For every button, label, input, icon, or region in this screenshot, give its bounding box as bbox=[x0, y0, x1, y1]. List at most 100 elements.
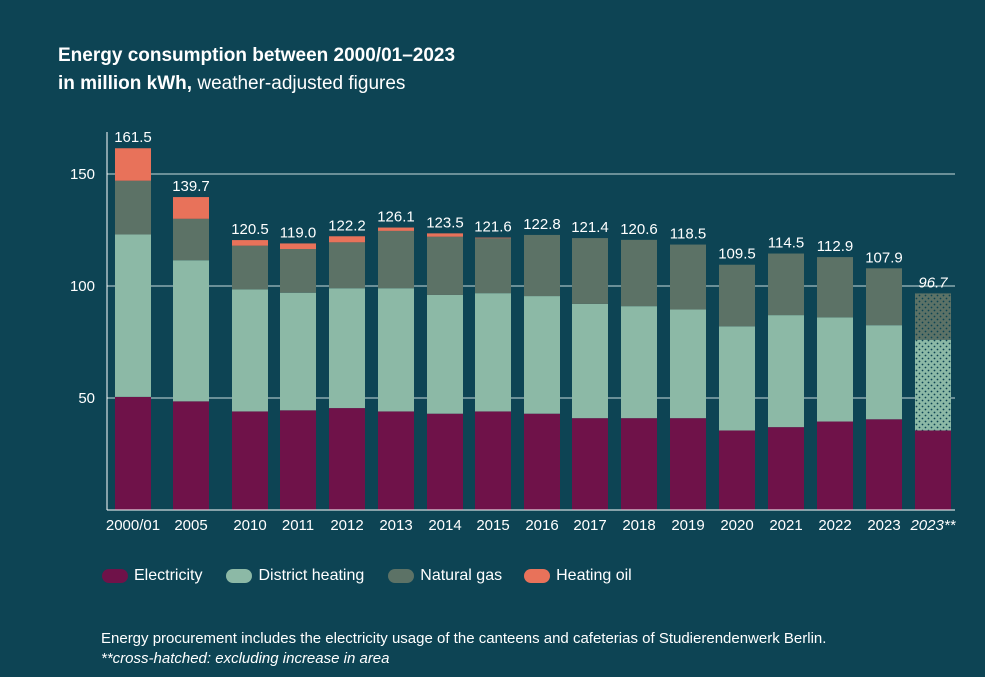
bar-heating-oil-2012 bbox=[329, 236, 365, 243]
total-label: 122.2 bbox=[328, 217, 366, 234]
bar-heating-oil-2014 bbox=[427, 233, 463, 237]
stacked-bar-chart: 161.5 139.7 120.5 119.0 122.2 126.1 123.5 121.6… bbox=[70, 129, 957, 534]
bar-district-heating-2000-01 bbox=[115, 234, 151, 397]
y-tick-label: 150 bbox=[70, 166, 95, 183]
legend-label-natural-gas: Natural gas bbox=[420, 567, 503, 584]
bar-electricity-2000-01 bbox=[115, 396, 151, 510]
bar-district-heating-2012 bbox=[329, 288, 365, 409]
bar-electricity-2023 bbox=[866, 419, 902, 510]
legend-item-district-heating: District heating bbox=[226, 567, 364, 585]
bar-electricity-2010 bbox=[232, 411, 268, 510]
bar-district-heating-2021 bbox=[768, 315, 804, 428]
x-tick-label: 2013 bbox=[379, 517, 412, 534]
bar-district-heating-2016 bbox=[524, 296, 560, 414]
total-label: 161.5 bbox=[114, 129, 152, 146]
legend-item-electricity: Electricity bbox=[102, 567, 202, 585]
x-tick-label: 2017 bbox=[573, 517, 606, 534]
footnote: Energy procurement includes the electric… bbox=[101, 629, 826, 669]
bar-electricity-2015 bbox=[475, 411, 511, 510]
bar-district-heating-2023 bbox=[915, 339, 951, 431]
bar-heating-oil-2000-01 bbox=[115, 148, 151, 181]
data-labels: 161.5 139.7 120.5 119.0 122.2 126.1 123.5 121.6… bbox=[114, 129, 948, 291]
chart-title: Energy consumption between 2000/01–2023 … bbox=[58, 42, 455, 98]
x-tick-label: 2005 bbox=[174, 517, 207, 534]
total-label: 120.5 bbox=[231, 221, 269, 238]
x-tick-label: 2014 bbox=[428, 517, 461, 534]
bar-natural-gas-2014 bbox=[427, 236, 463, 295]
y-tick-label: 100 bbox=[70, 278, 95, 295]
bar-district-heating-2005 bbox=[173, 260, 209, 402]
bar-electricity-2017 bbox=[572, 418, 608, 510]
bar-electricity-2011 bbox=[280, 410, 316, 510]
bar-electricity-2020 bbox=[719, 430, 755, 510]
total-label: 121.4 bbox=[571, 219, 609, 236]
total-label: 109.5 bbox=[718, 246, 756, 263]
x-tick-label: 2011 bbox=[282, 517, 314, 534]
bar-natural-gas-2013 bbox=[378, 230, 414, 289]
bar-natural-gas-2021 bbox=[768, 253, 804, 316]
x-tick-label: 2012 bbox=[330, 517, 363, 534]
bars bbox=[115, 148, 951, 510]
legend-swatch-natural-gas bbox=[388, 569, 415, 583]
bar-district-heating-2019 bbox=[670, 309, 706, 419]
bar-natural-gas-2012 bbox=[329, 242, 365, 289]
legend-item-heating-oil: Heating oil bbox=[524, 567, 632, 585]
bar-natural-gas-2023 bbox=[866, 268, 902, 326]
x-tick-label: 2020 bbox=[720, 517, 753, 534]
bar-district-heating-2015 bbox=[475, 293, 511, 412]
legend-label-heating-oil: Heating oil bbox=[556, 567, 632, 584]
bar-natural-gas-2000-01 bbox=[115, 180, 151, 235]
bar-district-heating-2018 bbox=[621, 306, 657, 419]
total-label: 123.5 bbox=[426, 214, 464, 231]
bar-electricity-2019 bbox=[670, 418, 706, 510]
x-tick-label: 2023** bbox=[909, 517, 956, 534]
bar-district-heating-2022 bbox=[817, 317, 853, 422]
y-tick-label: 50 bbox=[78, 390, 95, 407]
legend-label-electricity: Electricity bbox=[134, 567, 203, 584]
total-label: 96.7 bbox=[918, 274, 948, 291]
chart-subtitle: weather-adjusted figures bbox=[192, 73, 406, 94]
bar-electricity-2018 bbox=[621, 418, 657, 510]
bar-natural-gas-2005 bbox=[173, 218, 209, 261]
total-label: 118.5 bbox=[670, 226, 706, 243]
bar-natural-gas-2018 bbox=[621, 239, 657, 307]
x-tick-label: 2010 bbox=[233, 517, 266, 534]
total-label: 119.0 bbox=[280, 224, 316, 241]
bar-heating-oil-2013 bbox=[378, 227, 414, 231]
x-tick-label: 2018 bbox=[622, 517, 655, 534]
total-label: 112.9 bbox=[817, 238, 853, 255]
bar-electricity-2012 bbox=[329, 408, 365, 510]
x-tick-label: 2016 bbox=[525, 517, 558, 534]
bar-electricity-2021 bbox=[768, 427, 804, 510]
x-tick-label: 2000/01 bbox=[106, 517, 160, 534]
axes: 50 100 150 2000/01 2005 2010 2011 2012 2013 2014 2… bbox=[70, 132, 957, 534]
legend-swatch-heating-oil bbox=[524, 569, 551, 583]
x-tick-label: 2022 bbox=[818, 517, 851, 534]
bar-natural-gas-2016 bbox=[524, 234, 560, 297]
bar-heating-oil-2011 bbox=[280, 243, 316, 250]
bar-electricity-2005 bbox=[173, 401, 209, 510]
bar-district-heating-2023 bbox=[866, 325, 902, 420]
bar-heating-oil-2005 bbox=[173, 197, 209, 219]
x-tick-label: 2019 bbox=[671, 517, 704, 534]
total-label: 120.6 bbox=[620, 221, 658, 238]
bar-electricity-2014 bbox=[427, 413, 463, 510]
total-label: 122.8 bbox=[523, 216, 561, 233]
bar-natural-gas-2020 bbox=[719, 264, 755, 327]
bar-electricity-2016 bbox=[524, 413, 560, 510]
footnote-line1: Energy procurement includes the electric… bbox=[101, 630, 827, 647]
legend-item-natural-gas: Natural gas bbox=[388, 567, 502, 585]
bar-electricity-2022 bbox=[817, 421, 853, 510]
bar-natural-gas-2023 bbox=[915, 293, 951, 340]
bar-district-heating-2017 bbox=[572, 303, 608, 419]
bar-district-heating-2010 bbox=[232, 289, 268, 412]
legend: Electricity District heating Natural gas… bbox=[102, 567, 656, 585]
bar-heating-oil-2015 bbox=[475, 237, 511, 239]
total-label: 114.5 bbox=[768, 235, 804, 252]
bar-natural-gas-2015 bbox=[475, 238, 511, 294]
total-label: 126.1 bbox=[377, 209, 415, 226]
legend-label-district-heating: District heating bbox=[258, 567, 365, 584]
total-label: 121.6 bbox=[474, 219, 512, 236]
bar-electricity-2013 bbox=[378, 411, 414, 510]
bar-district-heating-2011 bbox=[280, 292, 316, 411]
